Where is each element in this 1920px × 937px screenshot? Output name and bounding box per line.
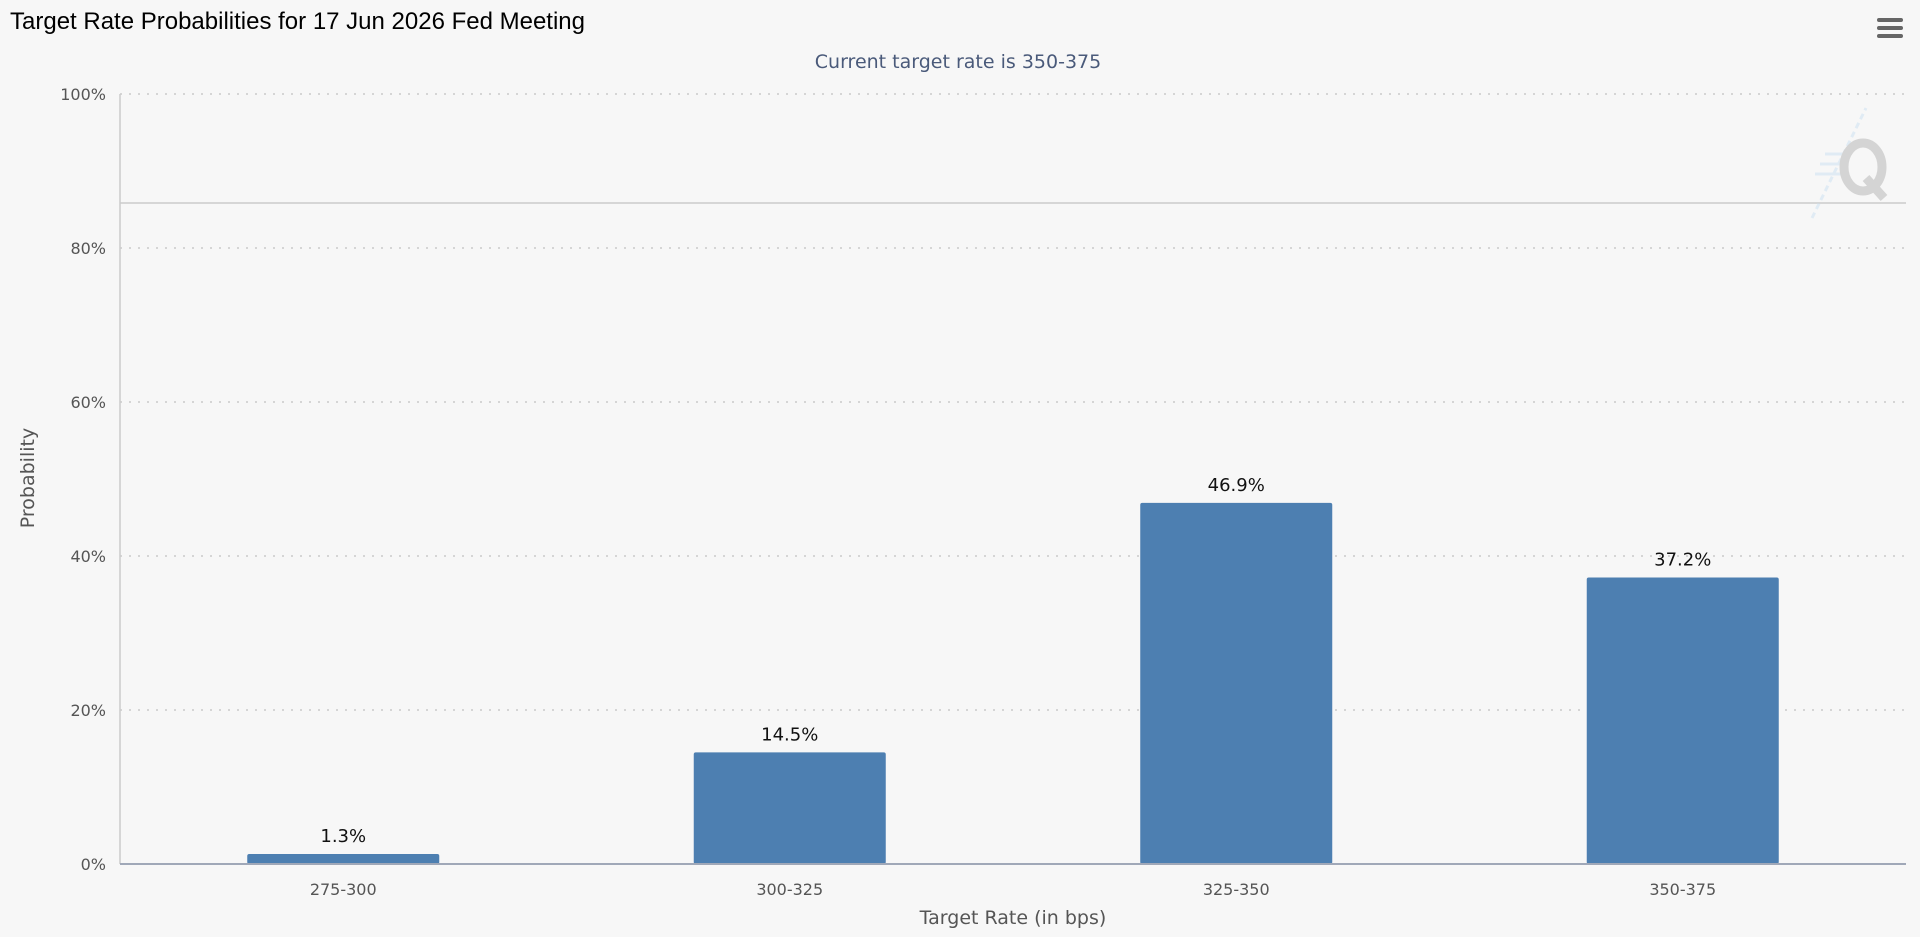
data-label: 46.9%: [1208, 475, 1265, 496]
y-tick-label: 0%: [81, 855, 106, 874]
x-tick-label: 325-350: [1203, 880, 1270, 899]
x-axis: 275-300 300-325 325-350 350-375: [120, 863, 1906, 899]
chart-subtitle: Current target rate is 350-375: [815, 51, 1101, 73]
data-label: 1.3%: [320, 826, 366, 847]
y-axis: 0% 20% 40% 60% 80% 100%: [60, 85, 121, 874]
y-tick-label: 40%: [70, 547, 106, 566]
y-tick-label: 20%: [70, 701, 106, 720]
x-tick-label: 275-300: [310, 880, 377, 899]
hamburger-menu-icon[interactable]: [1870, 14, 1906, 44]
bar-350-375[interactable]: [1586, 577, 1779, 864]
bar-325-350[interactable]: [1140, 502, 1333, 864]
data-label: 14.5%: [761, 724, 818, 745]
y-axis-title: Probability: [17, 428, 39, 528]
data-labels: 1.3% 14.5% 46.9% 37.2%: [320, 475, 1711, 847]
gridlines: [120, 93, 1906, 711]
x-tick-label: 350-375: [1649, 880, 1716, 899]
bar-275-300[interactable]: [247, 853, 440, 864]
page-title: Target Rate Probabilities for 17 Jun 202…: [10, 8, 586, 35]
q-logo-watermark-icon: [1810, 107, 1888, 219]
y-tick-label: 100%: [60, 85, 106, 104]
x-tick-label: 300-325: [756, 880, 823, 899]
x-axis-title: Target Rate (in bps): [919, 907, 1107, 929]
y-tick-label: 80%: [70, 239, 106, 258]
data-label: 37.2%: [1654, 550, 1711, 571]
bar-300-325[interactable]: [693, 752, 886, 864]
bars: [247, 502, 1779, 864]
y-tick-label: 60%: [70, 393, 106, 412]
